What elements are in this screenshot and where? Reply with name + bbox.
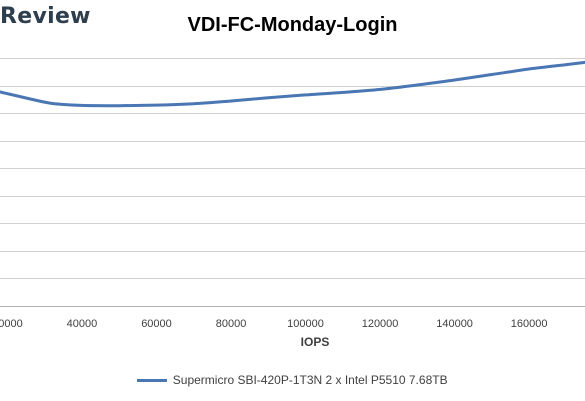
x-axis-label: IOPS xyxy=(300,335,330,349)
legend-swatch xyxy=(137,379,168,383)
gridlines xyxy=(0,58,585,307)
x-tick-label: 20000 xyxy=(0,318,23,330)
brand-logo: Review xyxy=(0,4,91,29)
x-tick-label: 60000 xyxy=(141,318,172,330)
legend: Supermicro SBI-420P-1T3N 2 x Intel P5510… xyxy=(0,373,585,387)
legend-label: Supermicro SBI-420P-1T3N 2 x Intel P5510… xyxy=(172,373,448,387)
x-tick-label: 120000 xyxy=(362,318,399,330)
series-line xyxy=(0,60,585,108)
x-tick-label: 160000 xyxy=(511,318,548,330)
series-layer xyxy=(0,60,585,108)
x-axis-ticks: 20000 40000 60000 80000 100000 120000 140000 16… xyxy=(0,318,547,330)
x-tick-label: 40000 xyxy=(67,318,98,330)
x-tick-label: 100000 xyxy=(287,318,324,330)
chart-title: VDI-FC-Monday-Login xyxy=(187,14,398,36)
x-tick-label: 140000 xyxy=(436,318,473,330)
x-tick-label: 80000 xyxy=(216,318,247,330)
